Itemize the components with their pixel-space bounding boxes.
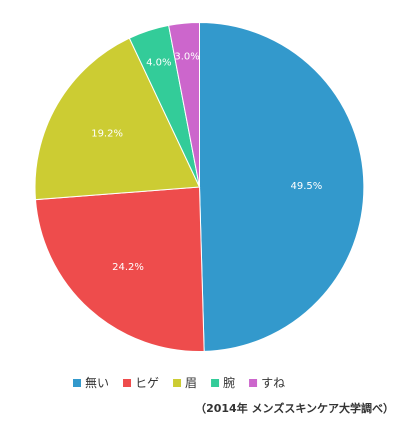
pie-slice-4 [168,21,200,188]
legend-label-4: すね [261,376,285,390]
legend-label-0: 無い [85,375,109,390]
legend-label-2: 眉 [185,376,197,390]
pie-slice-labels: 49.5% 24.2% 19.2% 4.0%3.0% [91,52,322,274]
pie-slice-label-1: 24.2% [112,262,144,273]
pie-slice-1 [34,186,205,352]
legend: 無い ヒゲ 眉 腕 すね [73,375,285,390]
source-note: （2014年 メンズスキンケア大学調べ） [195,402,394,415]
legend-swatch-3 [211,379,220,387]
legend-swatch-2 [173,379,182,387]
pie-slice-2 [34,37,201,201]
legend-swatch-4 [249,379,258,387]
legend-swatch-1 [123,379,132,387]
legend-label-3: 腕 [223,375,235,390]
pie-slice-label-4: 3.0% [174,52,199,63]
pie-slice-label-2: 19.2% [91,129,123,140]
pie-slices [34,21,365,352]
legend-label-1: ヒゲ [135,376,159,390]
pie-slice-label-3: 4.0% [146,57,171,68]
pie-slice-0 [199,21,365,352]
legend-swatch-0 [73,379,81,387]
pie-slice-label-0: 49.5% [291,181,323,192]
